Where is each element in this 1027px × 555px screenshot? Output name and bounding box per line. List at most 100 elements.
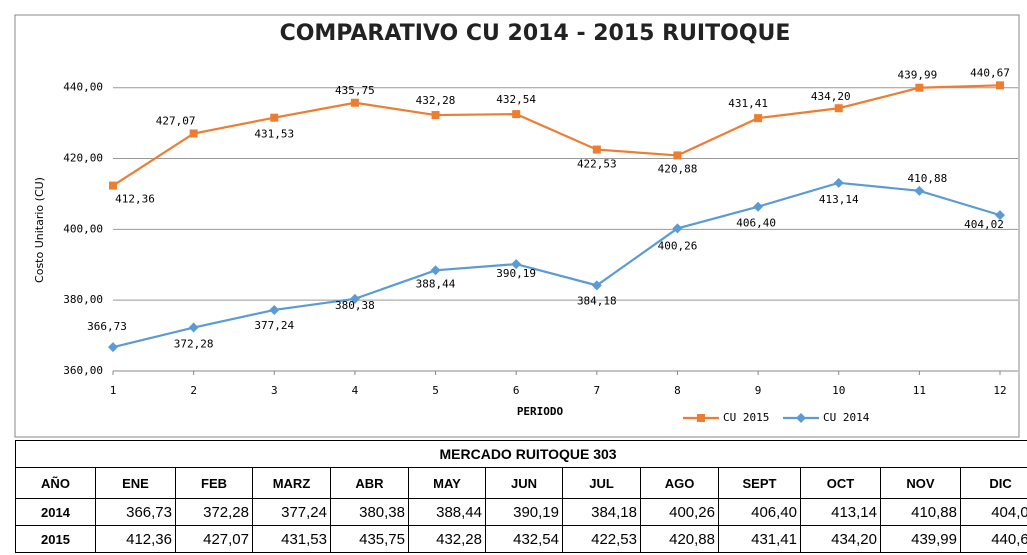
header-cell: MAY [408,467,486,499]
marker [431,111,440,120]
table-cell: 432,54 [485,525,563,553]
data-label: 404,02 [964,218,1004,231]
y-tick-label: 380,00 [63,293,103,306]
data-label: 435,75 [335,84,375,97]
header-cell: AÑO [15,467,96,499]
y-tick-label: 440,00 [63,81,103,94]
marker [591,280,602,291]
table-cell: 412,36 [95,525,176,553]
header-cell: FEB [175,467,253,499]
table-cell: 380,38 [330,498,409,526]
table-cell: 422,53 [562,525,641,553]
marker [915,83,924,92]
data-label: 388,44 [416,277,456,290]
marker [511,259,522,270]
marker [995,210,1005,221]
data-label: 432,28 [416,94,456,107]
data-label: 366,73 [87,320,127,333]
table-title-row: MERCADO RUITOQUE 303 [14,440,1027,468]
series-line [112,181,1001,349]
marker [914,185,925,196]
legend-label: CU 2015 [723,411,769,424]
data-label: 412,36 [115,193,155,206]
y-axis-label: Costo Unitario (CU) [33,177,46,283]
data-label: 432,54 [496,93,536,106]
x-tick-label: 7 [594,384,601,397]
y-tick-label: 420,00 [63,152,103,165]
header-cell: MARZ [252,467,331,499]
data-label: 431,41 [728,97,768,110]
table-cell: 440,67 [959,525,1027,553]
x-tick-label: 4 [352,384,359,397]
data-label: 384,18 [577,294,617,307]
table-cell: 400,26 [640,498,719,526]
data-label: 434,20 [811,90,851,103]
table-cell: 413,14 [800,498,881,526]
x-tick-label: 2 [190,384,197,397]
table-cell: 439,99 [880,525,961,553]
data-label: 422,53 [577,158,617,171]
header-cell: JUN [485,467,563,499]
table-title: MERCADO RUITOQUE 303 [14,440,1027,468]
marker [833,177,844,188]
marker [673,151,682,160]
x-tick-label: 5 [432,384,439,397]
table-cell: 434,20 [800,525,881,553]
data-table: MERCADO RUITOQUE 303 AÑO ENE FEB MARZ ABR MAY J… [14,440,1027,553]
legend-marker [697,414,705,422]
data-label: 377,24 [254,319,294,332]
marker [350,98,359,107]
table-row: 2014 366,73 372,28 377,24 380,38 388,44 390,19… [15,498,1027,526]
data-label: 420,88 [658,162,698,175]
table-cell: 366,73 [95,498,176,526]
table-row: 2015 412,36 427,07 431,53 435,75 432,28 432,54… [15,525,1027,553]
table-cell: 384,18 [562,498,641,526]
data-label: 410,88 [907,172,947,185]
table-cell: 410,88 [880,498,961,526]
header-cell: ENE [95,467,176,499]
header-cell: SEPT [718,467,801,499]
header-cell: JUL [562,467,641,499]
marker [349,293,360,304]
marker [592,145,601,154]
series-line [112,84,1001,187]
marker [754,114,763,123]
table-cell: 404,02 [959,498,1027,526]
data-label: 372,28 [174,338,214,351]
header-cell: AGO [640,467,719,499]
chart: COMPARATIVO CU 2014 - 2015 RUITOQUE Cost… [14,14,1020,438]
marker [270,113,279,122]
data-label: 390,19 [496,267,536,280]
marker [834,104,843,113]
x-tick-label: 6 [513,384,520,397]
data-label: 406,40 [736,217,776,230]
marker [109,181,117,190]
marker [188,322,199,333]
marker [269,304,280,315]
x-tick-label: 11 [913,384,926,397]
marker [189,129,198,138]
data-label: 431,53 [254,128,294,141]
data-label: 439,99 [897,69,937,82]
header-cell: OCT [800,467,881,499]
marker [430,265,441,276]
x-tick-label: 1 [110,384,117,397]
x-axis-label: PERIODO [517,405,564,418]
table-cell: 432,28 [408,525,486,553]
marker [672,223,683,234]
data-label: 413,14 [819,193,859,206]
chart-title: COMPARATIVO CU 2014 - 2015 RUITOQUE [280,21,791,46]
marker [108,342,118,353]
x-tick-label: 8 [674,384,681,397]
y-tick-label: 400,00 [63,222,103,235]
marker [512,110,521,119]
marker [753,201,764,212]
table-cell: 377,24 [252,498,331,526]
table-cell: 388,44 [408,498,486,526]
header-cell: ABR [330,467,409,499]
table-cell: 2014 [15,498,96,526]
data-label: 440,67 [970,66,1010,79]
data-label: 380,38 [335,299,375,312]
table-cell: 390,19 [485,498,563,526]
